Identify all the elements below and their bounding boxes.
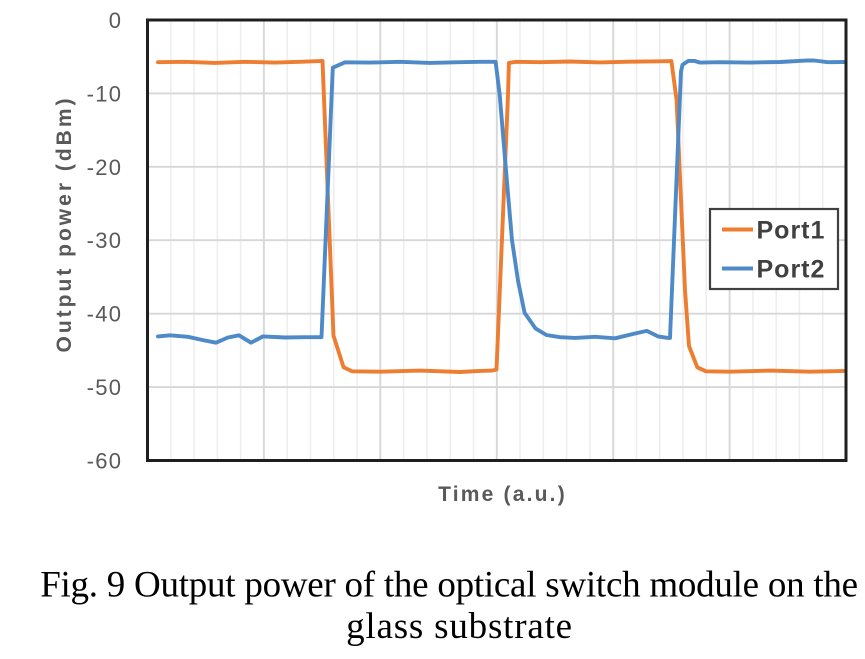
svg-text:Time (a.u.): Time (a.u.) xyxy=(438,483,567,506)
svg-text:Output power (dBm): Output power (dBm) xyxy=(53,96,76,353)
svg-text:-20: -20 xyxy=(87,155,123,180)
svg-text:Port1: Port1 xyxy=(757,217,826,245)
svg-text:0: 0 xyxy=(109,8,123,33)
svg-text:-10: -10 xyxy=(87,81,123,106)
svg-text:-40: -40 xyxy=(87,302,123,327)
svg-text:-60: -60 xyxy=(87,449,123,474)
svg-text:glass substrate: glass substrate xyxy=(346,606,573,647)
svg-text:Port2: Port2 xyxy=(757,256,826,284)
svg-text:-30: -30 xyxy=(87,228,123,253)
svg-text:-50: -50 xyxy=(87,375,123,400)
svg-text:Fig. 9 Output power of the opt: Fig. 9 Output power of the optical switc… xyxy=(40,565,858,606)
